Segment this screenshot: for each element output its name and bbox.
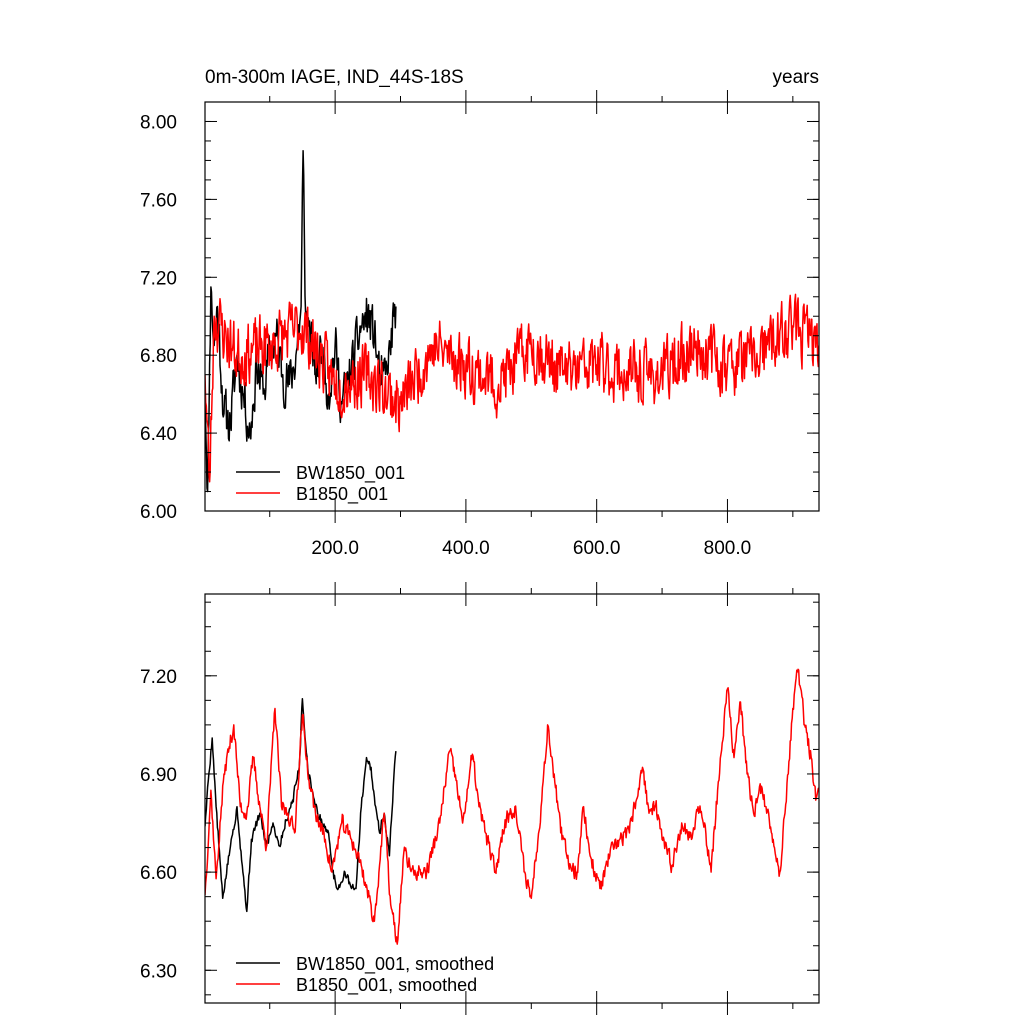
x-tick-label: 800.0 [704,538,752,559]
legend-label: B1850_001, smoothed [296,975,477,996]
y-tick-label: 6.00 [140,502,177,523]
top-plot-frame [204,101,820,512]
x-tick-label: 200.0 [311,538,359,559]
y-tick-label: 6.30 [140,961,177,982]
series-line-red [205,293,819,483]
y-tick-label: 6.60 [140,863,177,884]
x-tick-label: 400.0 [442,538,490,559]
y-tick-label: 6.90 [140,765,177,786]
top-panel-title: 0m-300m IAGE, IND_44S-18S [205,67,464,88]
bottom-plot-frame [204,593,820,1004]
series-line-red [205,668,819,945]
y-tick-label: 7.60 [140,190,177,211]
legend-label: BW1850_001, smoothed [296,954,494,975]
legend-label: BW1850_001 [296,463,405,484]
bottom-axis-ticks: 6.30 6.60 6.90 7.20 [140,582,819,1015]
y-tick-label: 7.20 [140,667,177,688]
bottom-series-group [205,668,819,945]
top-series-group [205,149,819,493]
bottom-panel: 6.30 6.60 6.90 7.20 BW1850_001, smoothedB18… [140,582,820,1015]
y-tick-label: 6.40 [140,424,177,445]
y-tick-label: 7.20 [140,268,177,289]
legend-label: B1850_001 [296,484,388,505]
y-tick-label: 8.00 [140,112,177,133]
top-panel: 0m-300m IAGE, IND_44S-18S years 6.00 6.40… [140,67,820,559]
top-axis-ticks: 6.00 6.40 6.80 7.20 7.60 8.00 200.0 400.0 600.0 8… [140,90,819,559]
top-panel-units: years [773,67,819,88]
x-tick-label: 600.0 [573,538,621,559]
y-tick-label: 6.80 [140,346,177,367]
